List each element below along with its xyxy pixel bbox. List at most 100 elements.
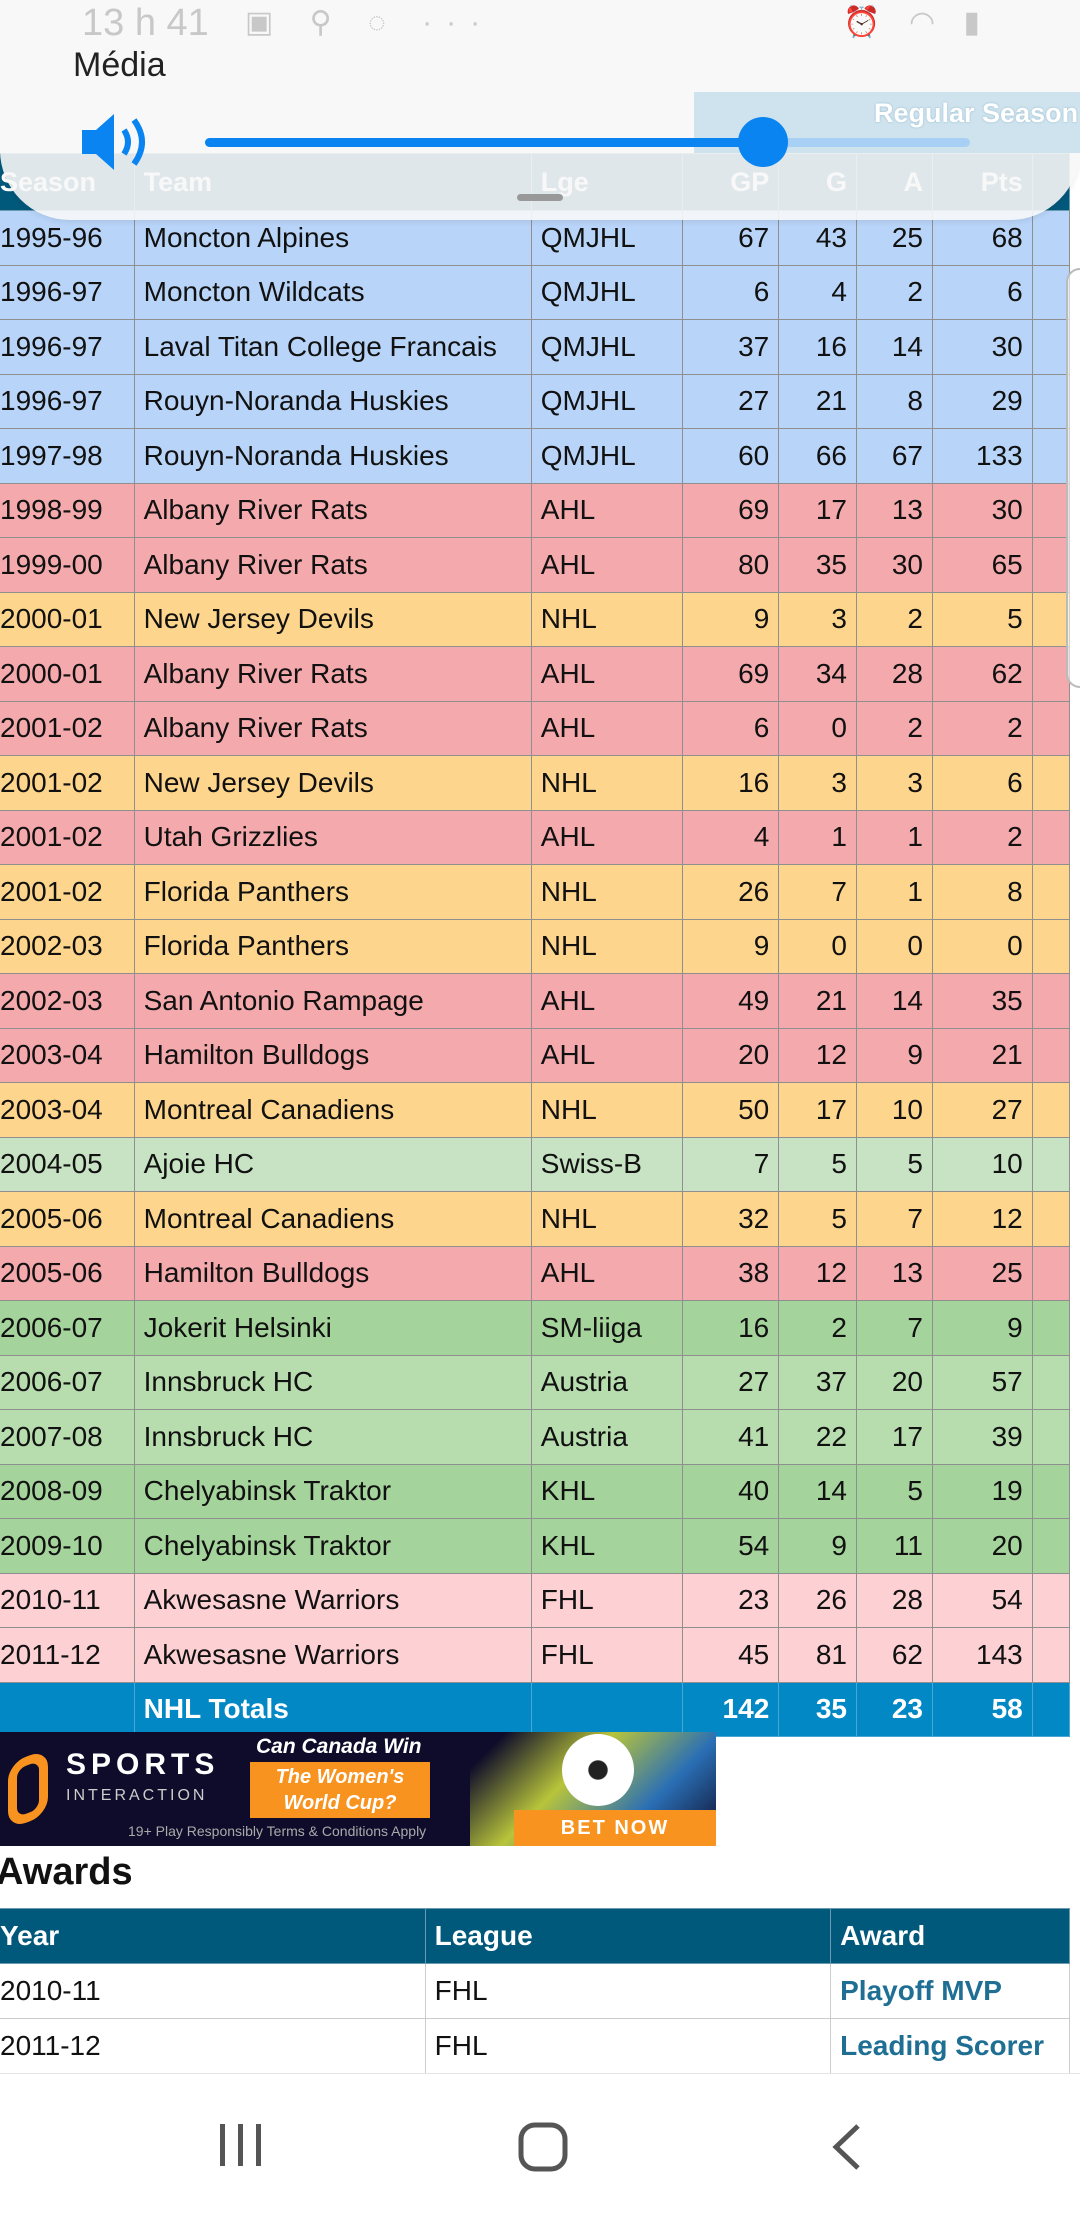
cell-a: 11: [856, 1518, 933, 1574]
cell-lge: NHL: [530, 591, 683, 647]
cell-a: 2: [856, 264, 933, 320]
cell-gp: 80: [681, 537, 780, 593]
cell-g: 4: [778, 264, 857, 320]
cell-g: 12: [778, 1245, 857, 1301]
volume-slider[interactable]: [205, 117, 970, 167]
cell-team: Albany River Rats: [133, 700, 532, 756]
cell-g: 0: [778, 918, 857, 974]
table-row: 2011-12 Akwesasne Warriors FHL 45 81 62 143: [0, 1627, 1071, 1683]
cell-gp: 16: [681, 755, 780, 811]
table-row: 2008-09 Chelyabinsk Traktor KHL 40 14 5 19: [0, 1463, 1071, 1519]
table-row: 2007-08 Innsbruck HC Austria 41 22 17 39: [0, 1409, 1071, 1465]
home-button[interactable]: [518, 2122, 568, 2177]
total-gp: 142: [681, 1681, 780, 1737]
cell-more: [1031, 1191, 1071, 1247]
cell-season: 1996-97: [0, 373, 135, 429]
cell-pts: 8: [932, 864, 1033, 920]
bet-now-button[interactable]: BET NOW: [514, 1810, 716, 1846]
award-cell: 2010-11: [0, 1963, 426, 2019]
cell-g: 16: [778, 319, 857, 375]
cell-more: [1031, 864, 1071, 920]
cell-g: 3: [778, 755, 857, 811]
cell-more: [1031, 1572, 1071, 1628]
cell-g: 22: [778, 1409, 857, 1465]
cell-team: Ajoie HC: [133, 1136, 532, 1192]
table-row: 2002-03 San Antonio Rampage AHL 49 21 14 35: [0, 973, 1071, 1029]
award-cell: FHL: [424, 1963, 832, 2019]
cell-season: 2006-07: [0, 1354, 135, 1410]
cell-season: 2007-08: [0, 1409, 135, 1465]
cell-gp: 32: [681, 1191, 780, 1247]
cell-g: 3: [778, 591, 857, 647]
back-button[interactable]: [830, 2122, 864, 2177]
cell-team: Florida Panthers: [133, 864, 532, 920]
cell-pts: 29: [932, 373, 1033, 429]
table-row: 2000-01 Albany River Rats AHL 69 34 28 62: [0, 646, 1071, 702]
ad-headline: The Women's World Cup?: [250, 1762, 430, 1818]
cell-season: 2005-06: [0, 1191, 135, 1247]
total-season: [0, 1681, 135, 1737]
award-link[interactable]: Playoff MVP: [830, 1963, 1070, 2019]
table-row: 1996-97 Laval Titan College Francais QMJHL…: [0, 319, 1071, 375]
cell-more: [1031, 428, 1071, 484]
table-row: 1996-97 Rouyn-Noranda Huskies QMJHL 27 21 8 29: [0, 373, 1071, 429]
cell-lge: AHL: [530, 1027, 683, 1083]
awards-table: Year League Award 2010-11 FHL Playoff MVP 201…: [0, 1908, 1070, 2074]
cell-season: 2001-02: [0, 700, 135, 756]
panel-drag-handle[interactable]: [517, 194, 563, 201]
cell-a: 30: [856, 537, 933, 593]
cell-gp: 6: [681, 264, 780, 320]
cell-lge: AHL: [530, 646, 683, 702]
cell-a: 7: [856, 1191, 933, 1247]
cell-season: 1996-97: [0, 319, 135, 375]
speaker-icon[interactable]: [80, 112, 160, 172]
recent-apps-button[interactable]: [218, 2122, 264, 2173]
cell-gp: 9: [681, 918, 780, 974]
volume-fill: [205, 138, 764, 147]
cell-season: 2009-10: [0, 1518, 135, 1574]
cell-team: Montreal Canadiens: [133, 1191, 532, 1247]
edge-panel-handle[interactable]: [1066, 268, 1080, 688]
table-row: 2001-02 New Jersey Devils NHL 16 3 3 6: [0, 755, 1071, 811]
cell-more: [1031, 319, 1071, 375]
cell-g: 7: [778, 864, 857, 920]
cell-more: [1031, 1409, 1071, 1465]
cell-gp: 4: [681, 809, 780, 865]
cell-g: 9: [778, 1518, 857, 1574]
cell-season: 2001-02: [0, 755, 135, 811]
cell-pts: 30: [932, 482, 1033, 538]
award-row: 2011-12 FHL Leading Scorer: [0, 2018, 1070, 2074]
cell-team: Montreal Canadiens: [133, 1082, 532, 1138]
cell-gp: 27: [681, 1354, 780, 1410]
cell-g: 12: [778, 1027, 857, 1083]
cell-a: 28: [856, 646, 933, 702]
cell-season: 2003-04: [0, 1027, 135, 1083]
cell-g: 17: [778, 1082, 857, 1138]
award-link[interactable]: Leading Scorer: [830, 2018, 1070, 2074]
cell-season: 1996-97: [0, 264, 135, 320]
cell-lge: KHL: [530, 1518, 683, 1574]
cell-gp: 54: [681, 1518, 780, 1574]
cell-team: New Jersey Devils: [133, 591, 532, 647]
cell-more: [1031, 646, 1071, 702]
cell-a: 67: [856, 428, 933, 484]
cell-pts: 0: [932, 918, 1033, 974]
cell-team: Albany River Rats: [133, 482, 532, 538]
cell-pts: 30: [932, 319, 1033, 375]
cell-a: 17: [856, 1409, 933, 1465]
cell-lge: FHL: [530, 1572, 683, 1628]
volume-thumb[interactable]: [738, 117, 789, 167]
cell-pts: 57: [932, 1354, 1033, 1410]
table-row: 2005-06 Montreal Canadiens NHL 32 5 7 12: [0, 1191, 1071, 1247]
cell-more: [1031, 1082, 1071, 1138]
cell-team: Chelyabinsk Traktor: [133, 1518, 532, 1574]
cell-more: [1031, 591, 1071, 647]
soccer-ball-icon: [562, 1734, 634, 1806]
cell-pts: 27: [932, 1082, 1033, 1138]
cell-more: [1031, 1300, 1071, 1356]
cell-a: 20: [856, 1354, 933, 1410]
cell-gp: 60: [681, 428, 780, 484]
advertisement-banner[interactable]: SPORTS INTERACTION Can Canada Win The Wo…: [0, 1732, 716, 1846]
cell-gp: 69: [681, 646, 780, 702]
cell-team: Rouyn-Noranda Huskies: [133, 428, 532, 484]
